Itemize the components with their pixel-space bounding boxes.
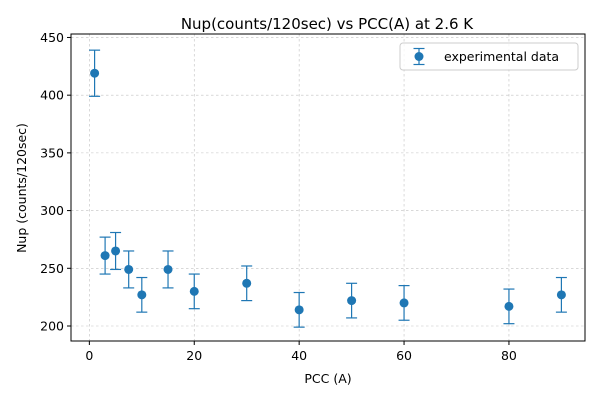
y-tick-label: 200 — [40, 318, 64, 333]
data-point — [294, 305, 304, 315]
data-point — [189, 286, 199, 296]
data-point — [100, 251, 110, 261]
data-point — [242, 278, 252, 288]
plot-frame — [70, 33, 586, 342]
chart-title: Nup(counts/120sec) vs PCC(A) at 2.6 K — [181, 15, 474, 33]
data-point — [163, 264, 173, 274]
legend-marker — [413, 47, 425, 66]
y-tick-label: 450 — [40, 30, 64, 45]
y-tick-label: 400 — [40, 88, 64, 103]
legend-label: experimental data — [444, 49, 559, 64]
data-layer — [89, 49, 567, 328]
data-point — [137, 290, 147, 300]
x-tick-label: 40 — [291, 348, 307, 363]
x-tick-label: 80 — [501, 348, 517, 363]
data-point — [399, 298, 409, 308]
x-tick-label: 20 — [186, 348, 202, 363]
legend: experimental data — [399, 42, 579, 71]
data-point — [556, 290, 566, 300]
data-point — [124, 264, 134, 274]
legend-box — [399, 42, 579, 71]
x-tick-label: 0 — [85, 348, 93, 363]
data-point — [111, 246, 121, 256]
y-tick-label: 350 — [40, 145, 64, 160]
x-tick-label: 60 — [396, 348, 412, 363]
data-point — [90, 68, 100, 78]
y-axis-label: Nup (counts/120sec) — [14, 123, 29, 253]
tick-layer: 0 20 40 60 80 200 250 300 350 400 450 — [40, 30, 517, 363]
x-axis-label: PCC (A) — [304, 371, 351, 386]
y-tick-label: 250 — [40, 261, 64, 276]
legend-point — [414, 52, 424, 61]
data-point — [504, 301, 514, 311]
y-tick-label: 300 — [40, 203, 64, 218]
data-point — [347, 296, 357, 306]
